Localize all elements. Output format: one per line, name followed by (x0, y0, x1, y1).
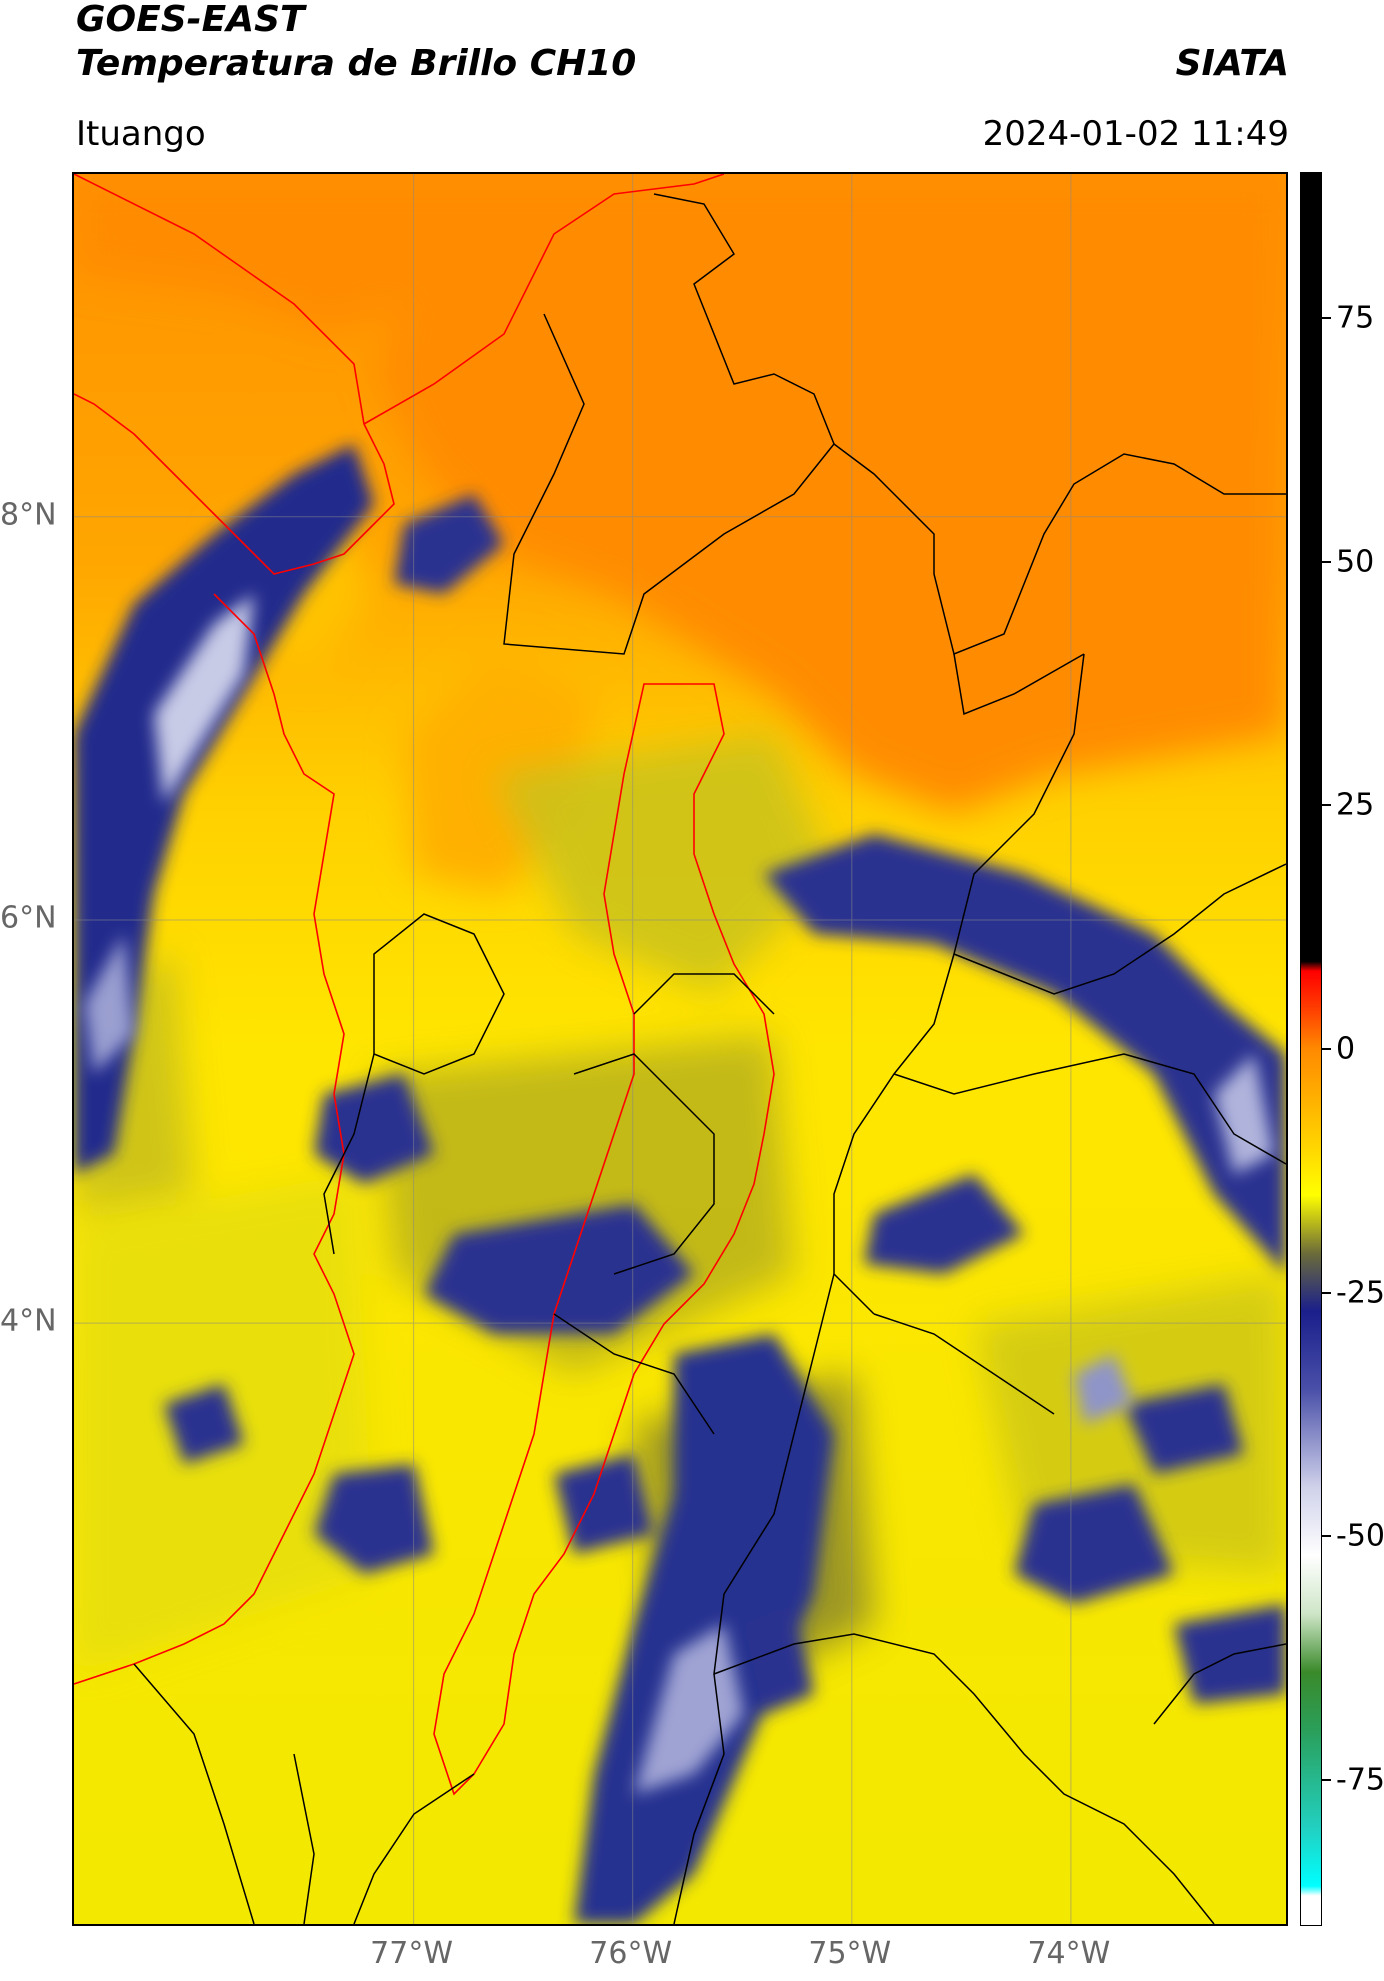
colorbar-tick-mark (1322, 1048, 1331, 1050)
lat-tick-label: 6°N (0, 900, 57, 936)
lat-tick-label: 8°N (0, 497, 57, 533)
colorbar-tick-mark (1322, 1291, 1331, 1294)
colorbar-tick-label: -50 (1336, 1518, 1384, 1554)
colorbar-tick-label: 50 (1336, 544, 1375, 580)
colorbar-tick-label: -25 (1336, 1275, 1384, 1311)
map-gridlines (74, 174, 1286, 1924)
colorbar-tick-label: 75 (1336, 300, 1375, 336)
colorbar-tick-label: 25 (1336, 787, 1375, 823)
colorbar-tick-label: -75 (1336, 1762, 1384, 1798)
colorbar-tick-mark (1322, 560, 1331, 563)
colorbar-tick-mark (1322, 317, 1331, 320)
lon-tick-label: 76°W (589, 1936, 673, 1971)
lon-tick-label: 77°W (370, 1936, 454, 1971)
colorbar-tick-mark (1322, 1535, 1331, 1538)
colorbar-tick-mark (1322, 1778, 1331, 1781)
title-product: Temperatura de Brillo CH10 (76, 43, 637, 84)
red-boundaries (74, 174, 775, 1796)
title-satellite: GOES-EAST (76, 0, 305, 40)
map-panel[interactable] (72, 172, 1288, 1926)
colorbar-tick-label: 0 (1336, 1031, 1356, 1067)
lon-tick-label: 75°W (808, 1936, 892, 1971)
lon-tick-label: 74°W (1027, 1936, 1111, 1971)
organization-label: SIATA (1175, 43, 1289, 84)
temperature-colorbar (1300, 172, 1322, 1926)
brightness-temperature-map (74, 174, 1286, 1924)
location-label: Ituango (76, 114, 206, 154)
cloud-cores (84, 594, 1274, 1794)
black-boundaries (133, 193, 1286, 1924)
lat-tick-label: 4°N (0, 1303, 57, 1339)
timestamp-label: 2024-01-02 11:49 (982, 114, 1289, 154)
colorbar-tick-mark (1322, 804, 1331, 807)
